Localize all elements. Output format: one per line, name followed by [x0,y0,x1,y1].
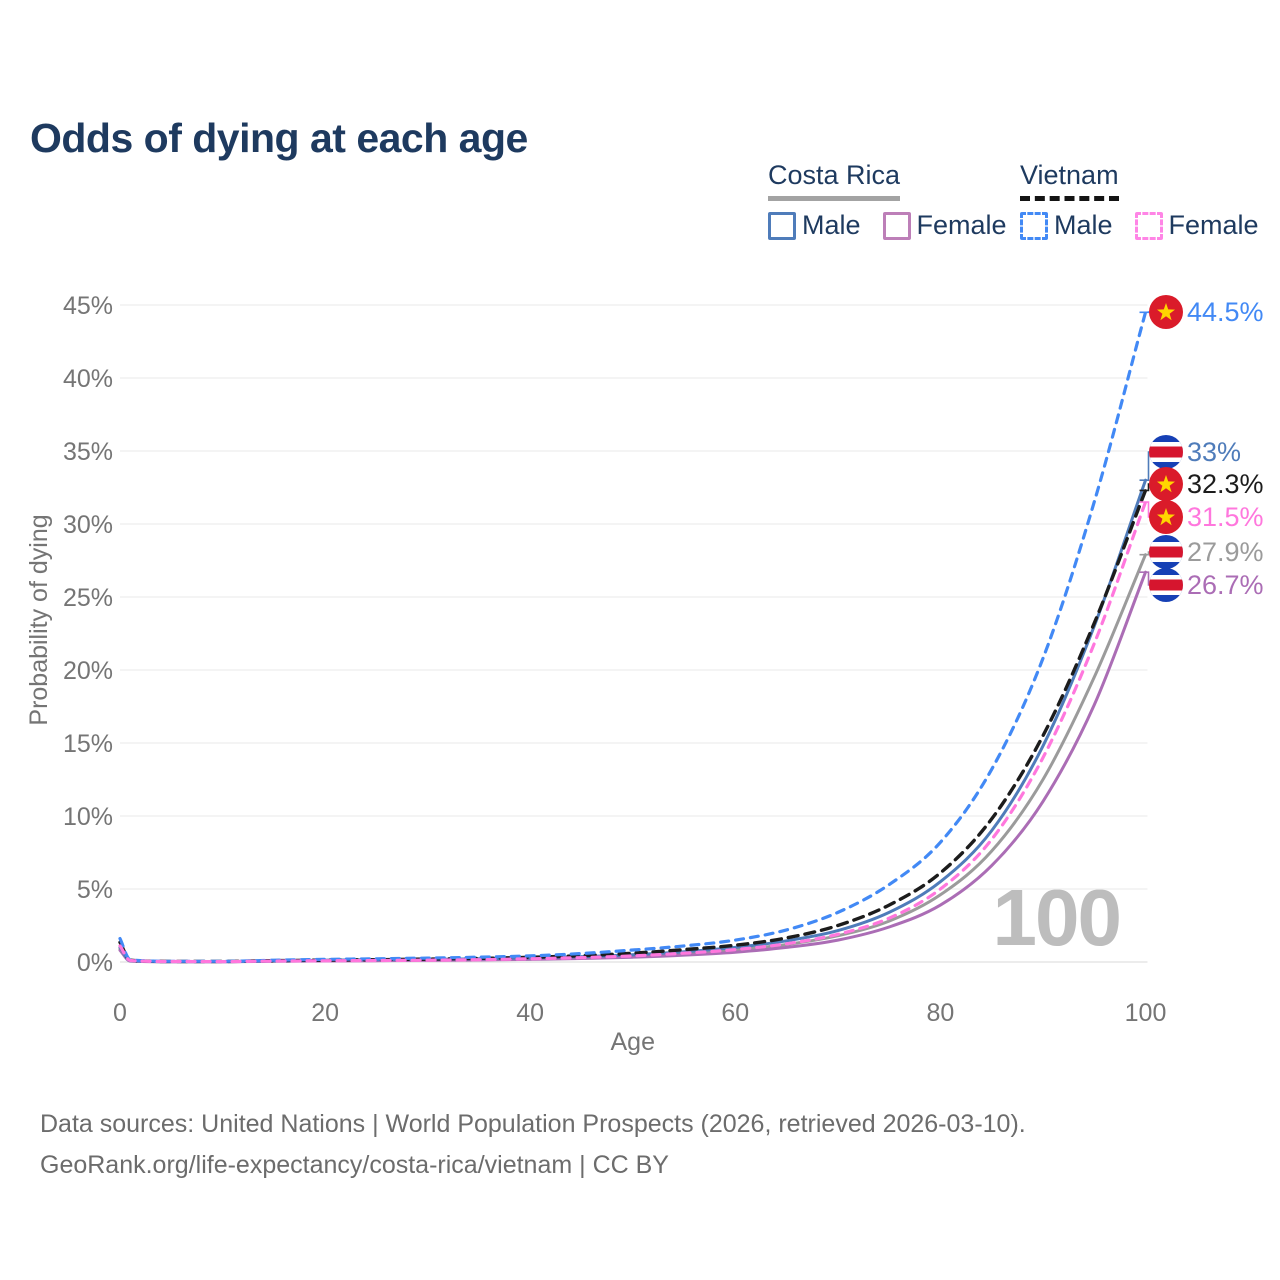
flag-icon-vietnam-vn-both [1149,467,1183,501]
series-line-vn-female [118,500,1148,964]
y-tick-label-10: 10% [63,803,113,831]
x-tick-label-100: 100 [1125,999,1167,1027]
flag-icon-costa-rica-cr-both [1149,535,1183,569]
legend-group-costa-rica: Costa Rica Male Female [768,160,1007,241]
y-tick-label-25: 25% [63,584,113,612]
flag-icon-vietnam-vn-male [1149,295,1183,329]
legend-swatch-costa-rica-male[interactable] [768,211,796,240]
legend-item-costa-rica-female[interactable]: Female [882,210,1007,241]
legend-item-vietnam-male[interactable]: Male [1020,210,1113,241]
end-label-value-cr-male: 33% [1187,437,1241,467]
end-label-leader-vn-female [1139,501,1150,518]
y-tick-label-20: 20% [63,657,113,685]
y-tick-label-5: 5% [77,876,113,904]
end-label-leader-cr-female [1139,571,1150,586]
x-tick-label-40: 40 [516,999,544,1027]
legend-swatch-vietnam-female[interactable] [1134,211,1163,240]
legend-items-costa-rica: Male Female [768,210,1007,241]
y-tick-label-30: 30% [63,511,113,539]
series-line-cr-both [118,553,1147,964]
legend-label-vietnam-female: Female [1168,210,1259,240]
legend-item-vietnam-female[interactable]: Female [1134,210,1259,241]
x-tick-label-60: 60 [721,999,749,1027]
series-line-vn-both [118,488,1148,964]
flag-icon-costa-rica-cr-male [1149,435,1183,469]
legend-swatch-vietnam-male[interactable] [1020,211,1048,240]
end-label-leader-cr-both [1139,551,1150,556]
legend-group-vietnam: Vietnam Male Female [1020,160,1259,241]
flag-icon-vietnam-vn-female [1149,500,1183,534]
legend-label-vietnam-male: Male [1054,210,1113,240]
legend-items-vietnam: Male Female [1020,210,1259,241]
age-counter-watermark: 100 [992,873,1122,962]
x-tick-label-0: 0 [113,999,127,1027]
y-axis-title: Probability of dying [25,514,53,725]
end-label-value-vn-both: 32.3% [1187,469,1264,499]
x-axis-title: Age [611,1028,655,1056]
legend-label-costa-rica-female: Female [916,210,1007,240]
y-tick-label-15: 15% [63,730,113,758]
x-tick-label-80: 80 [926,999,954,1027]
y-tick-label-0: 0% [77,949,113,977]
flag-icon-costa-rica-cr-female [1149,568,1183,602]
y-tick-label-40: 40% [63,365,113,393]
footer: Data sources: United Nations | World Pop… [40,1104,1026,1186]
end-label-leader-vn-both [1139,483,1150,492]
page-title: Odds of dying at each age [30,115,528,162]
end-label-value-vn-female: 31.5% [1187,502,1264,532]
footer-data-sources: Data sources: United Nations | World Pop… [40,1110,1026,1138]
legend-country-costa-rica: Costa Rica [768,160,901,201]
series-line-vn-male [118,310,1148,963]
end-label-value-cr-both: 27.9% [1187,537,1264,567]
y-tick-label-35: 35% [63,438,113,466]
y-tick-label-45: 45% [63,292,113,320]
legend-label-costa-rica-male: Male [802,210,861,240]
end-label-value-cr-female: 26.7% [1187,570,1264,600]
footer-attribution: GeoRank.org/life-expectancy/costa-rica/v… [40,1151,669,1179]
x-tick-label-20: 20 [311,999,339,1027]
end-label-value-vn-male: 44.5% [1187,297,1264,327]
end-label-leader-cr-male [1139,451,1150,481]
legend-swatch-costa-rica-female[interactable] [882,211,911,240]
legend-item-costa-rica-male[interactable]: Male [768,210,861,241]
legend-country-vietnam: Vietnam [1020,160,1119,201]
